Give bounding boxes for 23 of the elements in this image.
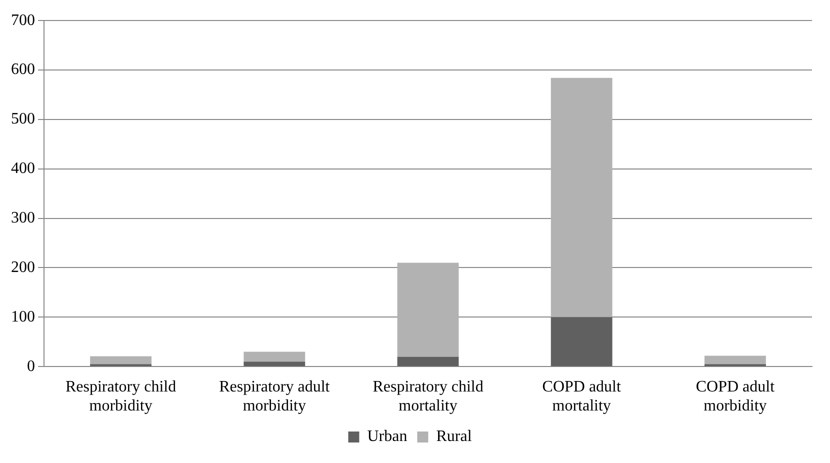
bar (397, 356, 459, 366)
bar (244, 352, 306, 362)
y-tick-label: 600 (11, 61, 35, 78)
y-tick-label: 400 (11, 160, 35, 178)
y-tick-label: 100 (11, 308, 35, 326)
x-tick-label: Respiratory child morbidity (65, 378, 176, 415)
x-tick-label: Respiratory adult morbidity (219, 378, 330, 415)
x-tick-label: COPD adult morbidity (696, 378, 776, 415)
bar (704, 356, 766, 364)
y-tick-label: 200 (11, 258, 35, 276)
y-tick-label: 700 (11, 12, 35, 29)
y-tick-label: 500 (11, 110, 35, 128)
x-tick-label: COPD adult mortality (542, 378, 622, 415)
legend-label: Urban (367, 428, 408, 446)
bar (550, 78, 612, 318)
bar (90, 356, 152, 364)
y-tick-label: 300 (11, 210, 35, 227)
y-tick-label: 0 (27, 358, 35, 375)
bar (244, 362, 306, 366)
bar (397, 262, 459, 357)
legend-label: Rural (436, 428, 472, 446)
bar (550, 317, 612, 366)
x-tick-label: Respiratory child mortality (372, 378, 484, 415)
